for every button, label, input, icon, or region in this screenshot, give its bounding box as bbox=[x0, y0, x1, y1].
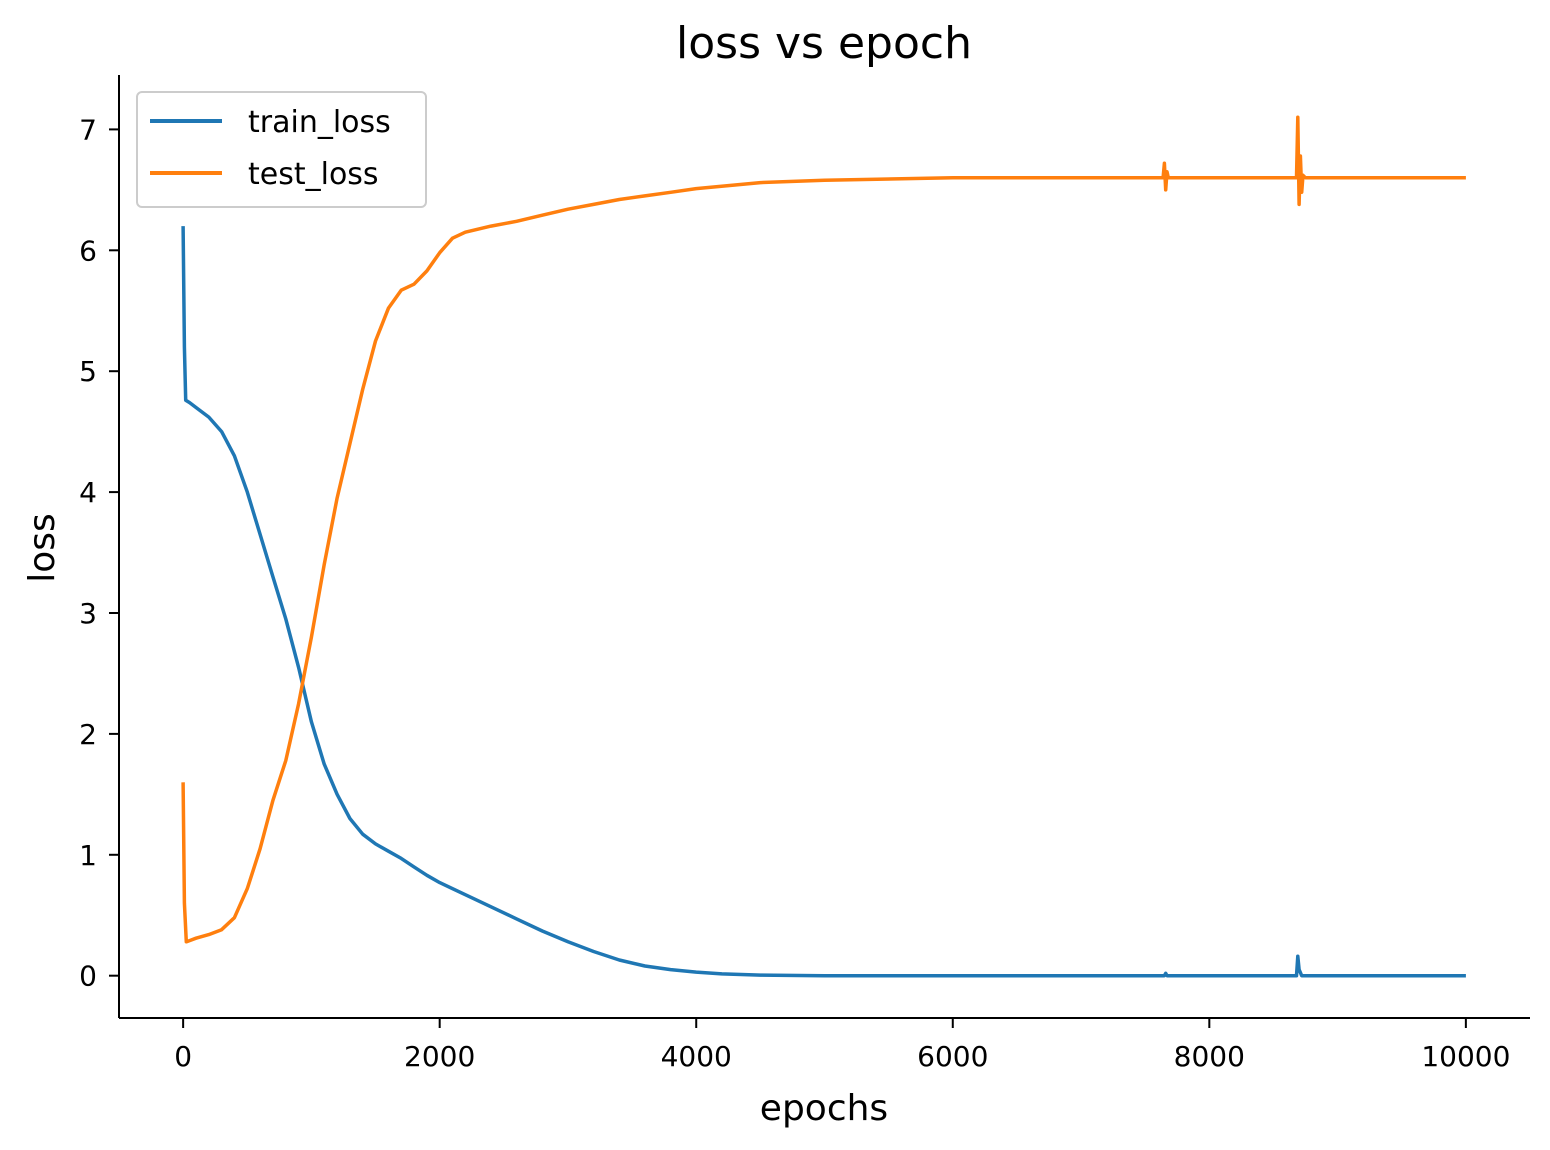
y-tick-label: 2 bbox=[79, 718, 97, 751]
chart-title: loss vs epoch bbox=[676, 18, 972, 69]
y-tick-label: 5 bbox=[79, 355, 97, 388]
x-tick-label: 8000 bbox=[1174, 1040, 1245, 1073]
y-tick-label: 3 bbox=[79, 597, 97, 630]
x-tick-label: 10000 bbox=[1421, 1040, 1510, 1073]
legend: train_loss test_loss bbox=[136, 91, 427, 208]
legend-label-train-loss: train_loss bbox=[248, 105, 391, 140]
x-tick-label: 0 bbox=[174, 1040, 192, 1073]
plot-lines bbox=[181, 115, 1466, 978]
y-tick-label: 4 bbox=[79, 476, 97, 509]
x-tick-label: 4000 bbox=[661, 1040, 732, 1073]
y-ticks: 0 1 2 3 4 5 6 7 bbox=[79, 113, 119, 993]
series-line-test-loss bbox=[181, 115, 1466, 944]
y-axis-label: loss bbox=[22, 513, 63, 583]
x-ticks: 0 2000 4000 6000 8000 10000 bbox=[174, 1018, 1510, 1073]
y-tick-label: 6 bbox=[79, 234, 97, 267]
y-tick-label: 0 bbox=[79, 960, 97, 993]
series-line-train-loss bbox=[181, 226, 1466, 978]
y-tick-label: 1 bbox=[79, 839, 97, 872]
x-axis-label: epochs bbox=[760, 1088, 888, 1129]
y-tick-label: 7 bbox=[79, 113, 97, 146]
legend-label-test-loss: test_loss bbox=[248, 157, 379, 192]
x-tick-label: 2000 bbox=[404, 1040, 475, 1073]
x-tick-label: 6000 bbox=[917, 1040, 988, 1073]
